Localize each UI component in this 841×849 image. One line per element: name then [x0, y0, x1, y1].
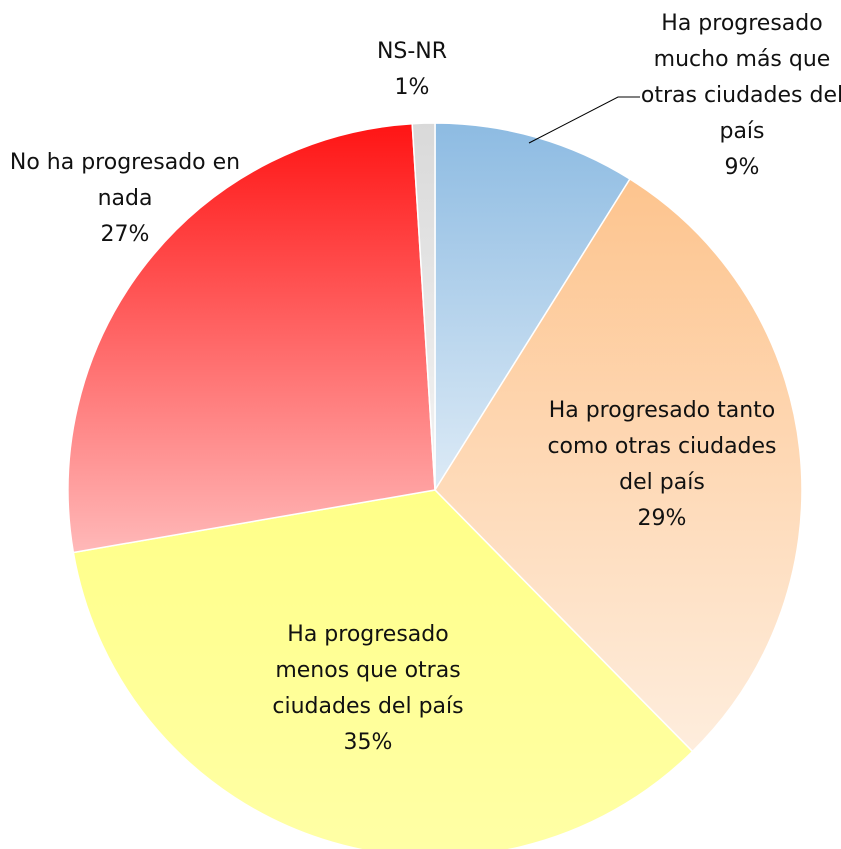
slice-label: Ha progresado mucho más que otras ciudad…: [632, 6, 841, 186]
category-label: Ha progresado mucho más que otras ciudad…: [640, 11, 841, 144]
category-label: Ha progresado menos que otras ciudades d…: [272, 622, 464, 719]
category-label: NS-NR: [376, 39, 448, 64]
pie-slice: [411, 122, 436, 491]
pie-slice: [72, 489, 694, 849]
pie-slice: [434, 122, 631, 493]
slice-label: Ha progresado menos que otras ciudades d…: [248, 617, 488, 761]
category-label: Ha progresado tanto como otras ciudades …: [547, 398, 777, 495]
pie-slice: [434, 178, 803, 753]
slice-label: NS-NR 1%: [352, 34, 472, 106]
value-label: 29%: [637, 506, 687, 531]
value-label: 1%: [394, 75, 430, 100]
category-label: No ha progresado en nada: [9, 150, 241, 211]
value-label: 9%: [724, 155, 760, 180]
slice-label: No ha progresado en nada 27%: [5, 145, 245, 253]
leader-line: [528, 96, 640, 144]
slice-label: Ha progresado tanto como otras ciudades …: [542, 393, 782, 537]
value-label: 27%: [100, 222, 150, 247]
pie-slice: [67, 122, 436, 554]
value-label: 35%: [343, 730, 393, 755]
